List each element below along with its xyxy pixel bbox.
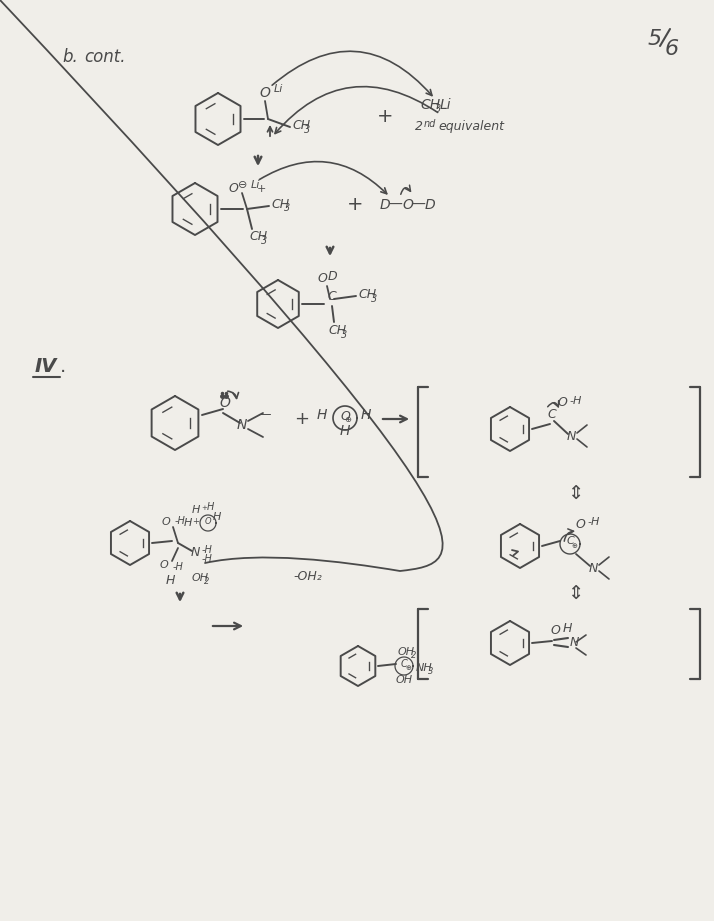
Text: -H: -H bbox=[173, 562, 184, 572]
Text: nd: nd bbox=[424, 119, 436, 129]
Text: +: + bbox=[347, 195, 363, 215]
Text: ⊖: ⊖ bbox=[238, 180, 248, 190]
Text: +: + bbox=[193, 517, 199, 526]
Text: H: H bbox=[563, 623, 573, 635]
Text: OH: OH bbox=[396, 675, 413, 685]
Text: -H: -H bbox=[202, 554, 213, 564]
Text: Li: Li bbox=[274, 84, 283, 94]
Text: O: O bbox=[557, 397, 567, 410]
Text: CH: CH bbox=[249, 230, 267, 243]
Text: CH: CH bbox=[358, 288, 376, 301]
Text: cont.: cont. bbox=[84, 48, 126, 66]
Text: -H: -H bbox=[570, 396, 583, 406]
Text: -OH₂: -OH₂ bbox=[293, 569, 323, 582]
Text: C: C bbox=[401, 659, 408, 669]
Text: —: — bbox=[411, 198, 425, 212]
Text: H: H bbox=[213, 512, 221, 522]
Text: +: + bbox=[377, 108, 393, 126]
Text: 3: 3 bbox=[428, 668, 433, 677]
Text: O: O bbox=[228, 182, 238, 195]
Text: NH: NH bbox=[416, 663, 433, 673]
Text: O: O bbox=[161, 517, 171, 527]
Text: D: D bbox=[425, 198, 436, 212]
Text: 3: 3 bbox=[371, 294, 377, 304]
Text: 3: 3 bbox=[304, 125, 311, 135]
Text: O: O bbox=[317, 272, 327, 285]
Text: O: O bbox=[575, 518, 585, 530]
Text: H: H bbox=[361, 408, 371, 422]
Text: b.: b. bbox=[62, 48, 78, 66]
Text: C: C bbox=[548, 409, 556, 422]
Text: Li: Li bbox=[251, 180, 261, 190]
Text: 6: 6 bbox=[665, 39, 679, 59]
Text: ⊕: ⊕ bbox=[405, 665, 411, 671]
Text: H: H bbox=[166, 575, 175, 588]
Text: H: H bbox=[183, 518, 192, 528]
Text: +: + bbox=[294, 410, 309, 428]
Text: H: H bbox=[192, 505, 200, 515]
Text: O: O bbox=[403, 198, 413, 212]
Text: CH: CH bbox=[292, 120, 310, 133]
Text: CH: CH bbox=[271, 197, 289, 211]
Text: ⇕: ⇕ bbox=[567, 484, 583, 503]
Text: CH: CH bbox=[420, 98, 440, 112]
Text: N: N bbox=[191, 545, 200, 558]
Text: -H: -H bbox=[202, 545, 213, 555]
Text: O: O bbox=[260, 86, 271, 100]
Text: 5: 5 bbox=[648, 29, 662, 49]
Text: CH: CH bbox=[328, 324, 346, 337]
Text: ⊕: ⊕ bbox=[344, 415, 351, 425]
Text: H: H bbox=[340, 424, 350, 438]
Text: D: D bbox=[327, 270, 337, 283]
Text: OH: OH bbox=[192, 573, 209, 583]
Text: 2: 2 bbox=[411, 651, 416, 660]
Text: +: + bbox=[201, 505, 207, 511]
FancyArrowPatch shape bbox=[205, 550, 518, 571]
Text: OH: OH bbox=[398, 647, 415, 657]
Text: —: — bbox=[258, 409, 271, 422]
Text: equivalent: equivalent bbox=[438, 121, 504, 134]
Text: 3: 3 bbox=[261, 236, 267, 246]
Text: O: O bbox=[220, 396, 231, 410]
Text: .: . bbox=[60, 357, 66, 377]
Text: 2: 2 bbox=[415, 121, 423, 134]
Text: -H: -H bbox=[588, 517, 600, 527]
Text: -H: -H bbox=[175, 516, 186, 526]
Text: 3: 3 bbox=[341, 330, 347, 340]
Text: N: N bbox=[566, 429, 575, 442]
Text: D: D bbox=[380, 198, 391, 212]
Text: Li: Li bbox=[440, 98, 452, 112]
Text: IV: IV bbox=[35, 357, 57, 377]
Text: O: O bbox=[340, 410, 350, 423]
Text: 2: 2 bbox=[204, 577, 209, 587]
Text: O: O bbox=[205, 518, 211, 527]
Text: O: O bbox=[550, 624, 560, 637]
Text: C: C bbox=[328, 289, 336, 302]
Text: N: N bbox=[570, 635, 579, 648]
Text: N: N bbox=[588, 562, 598, 575]
Text: ⇕: ⇕ bbox=[567, 584, 583, 602]
Text: O: O bbox=[160, 560, 169, 570]
Text: H: H bbox=[317, 408, 327, 422]
Text: +: + bbox=[256, 184, 266, 194]
Text: —: — bbox=[388, 198, 402, 212]
Text: H: H bbox=[206, 502, 213, 512]
Text: C: C bbox=[566, 536, 574, 546]
Text: 3: 3 bbox=[435, 104, 441, 114]
Text: 3: 3 bbox=[284, 203, 291, 213]
Text: ⊕: ⊕ bbox=[571, 543, 577, 549]
Text: N: N bbox=[237, 418, 247, 432]
